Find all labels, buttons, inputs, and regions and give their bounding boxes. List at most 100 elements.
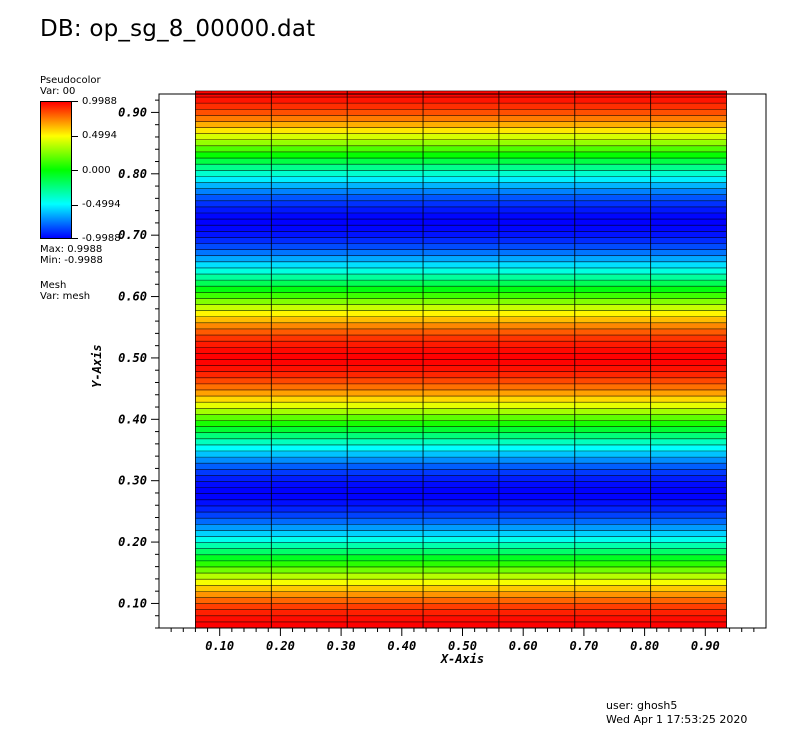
colorbar-tick-label: -0.4994 (82, 199, 121, 210)
y-axis-title: Y-Axis (90, 344, 104, 387)
colorbar-tick-mark (72, 170, 78, 171)
y-tick-label: 0.40 (118, 412, 147, 426)
heatmap-cell (195, 438, 727, 446)
heatmap-cell (195, 383, 727, 391)
heatmap-cell (195, 505, 727, 513)
heatmap-cell (195, 212, 727, 220)
y-tick-label: 0.30 (118, 474, 147, 488)
heatmap-cell (195, 231, 727, 238)
heatmap-cell (195, 499, 727, 507)
colorbar-tick-label: 0.9988 (82, 96, 117, 107)
heatmap-cell (195, 328, 727, 336)
heatmap-cell (195, 304, 727, 312)
heatmap-cell (195, 310, 727, 318)
heatmap-cell (195, 573, 727, 580)
x-tick-label: 0.90 (691, 639, 720, 653)
heatmap-cell (195, 414, 727, 421)
colorbar-tick-mark (72, 136, 78, 137)
heatmap-cell (195, 402, 727, 409)
y-tick-label: 0.80 (118, 167, 147, 181)
heatmap-cell (195, 603, 727, 611)
heatmap-cell (195, 377, 727, 385)
heatmap-cell (195, 518, 727, 525)
heatmap-cell (195, 188, 727, 196)
heatmap-cell (195, 469, 727, 476)
x-axis-title: X-Axis (440, 652, 484, 666)
colorbar-tick-mark (72, 238, 78, 239)
heatmap-cell (195, 554, 727, 562)
heatmap-cell (195, 597, 727, 604)
legend-mesh-var: Var: mesh (40, 291, 91, 302)
heatmap-cell (195, 420, 727, 427)
heatmap-cell (195, 591, 727, 598)
heatmap-cell (195, 225, 727, 232)
heatmap-cell (195, 322, 727, 330)
heatmap-cell (195, 176, 727, 183)
heatmap-cell (195, 566, 727, 574)
user-label: user: ghosh5 (606, 699, 678, 712)
heatmap-cell (195, 121, 727, 128)
heatmap-cell (195, 512, 727, 519)
legend-plot-type: Pseudocolor (40, 75, 101, 86)
colorbar (40, 101, 72, 239)
x-tick-label: 0.80 (630, 639, 659, 653)
heatmap-cell (195, 560, 727, 568)
heatmap-cell (195, 487, 727, 495)
y-tick-label: 0.50 (118, 351, 147, 365)
heatmap-cell (195, 182, 727, 189)
x-tick-label: 0.60 (509, 639, 538, 653)
heatmap-cell (195, 133, 727, 141)
heatmap-cell (195, 408, 727, 415)
heatmap-cell (195, 548, 727, 556)
heatmap-cell (195, 127, 727, 135)
heatmap-cell (195, 524, 727, 531)
colorbar-tick-label: -0.9988 (82, 233, 121, 244)
heatmap-cell (195, 463, 727, 470)
heatmap-cell (195, 298, 727, 305)
heatmap-cell (195, 621, 727, 629)
heatmap-cell (195, 396, 727, 403)
heatmap-cell (195, 457, 727, 464)
heatmap-cell (195, 261, 727, 269)
heatmap-cell (195, 389, 727, 397)
legend-var: Var: 00 (40, 86, 76, 97)
y-tick-label: 0.90 (118, 105, 147, 119)
colorbar-tick-mark (72, 205, 78, 206)
x-tick-label: 0.50 (448, 639, 477, 653)
x-tick-label: 0.70 (569, 639, 598, 653)
heatmap-cell (195, 274, 727, 281)
y-tick-label: 0.10 (118, 596, 147, 610)
heatmap-cell (195, 316, 727, 324)
heatmap-cell (195, 493, 727, 501)
colorbar-tick-mark (72, 101, 78, 102)
y-tick-label: 0.20 (118, 535, 147, 549)
heatmap-cell (195, 432, 727, 440)
colorbar-tick-label: 0.4994 (82, 130, 117, 141)
heatmap-cell (195, 542, 727, 550)
heatmap-cell (195, 97, 727, 104)
heatmap-cell (195, 164, 727, 171)
heatmap-cell (195, 200, 727, 208)
heatmap-cell (195, 151, 727, 159)
heatmap-cell (195, 139, 727, 147)
heatmap-cell (195, 292, 727, 299)
heatmap-cell (195, 451, 727, 458)
y-tick-label: 0.60 (118, 290, 147, 304)
heatmap-cell (195, 426, 727, 434)
heatmap-cell (195, 609, 727, 617)
heatmap-cell (195, 219, 727, 226)
heatmap-cell (195, 365, 727, 373)
heatmap-cell (195, 267, 727, 275)
heatmap-cell (195, 237, 727, 244)
heatmap-cell (195, 359, 727, 366)
heatmap-cell (195, 194, 727, 202)
heatmap-cell (195, 579, 727, 586)
heatmap-cell (195, 341, 727, 348)
x-tick-label: 0.40 (387, 639, 416, 653)
heatmap-cell (195, 115, 727, 122)
heatmap-cell (195, 145, 727, 153)
heatmap-cell (195, 444, 727, 452)
heatmap-cell (195, 353, 727, 360)
heatmap-cell (195, 615, 727, 623)
